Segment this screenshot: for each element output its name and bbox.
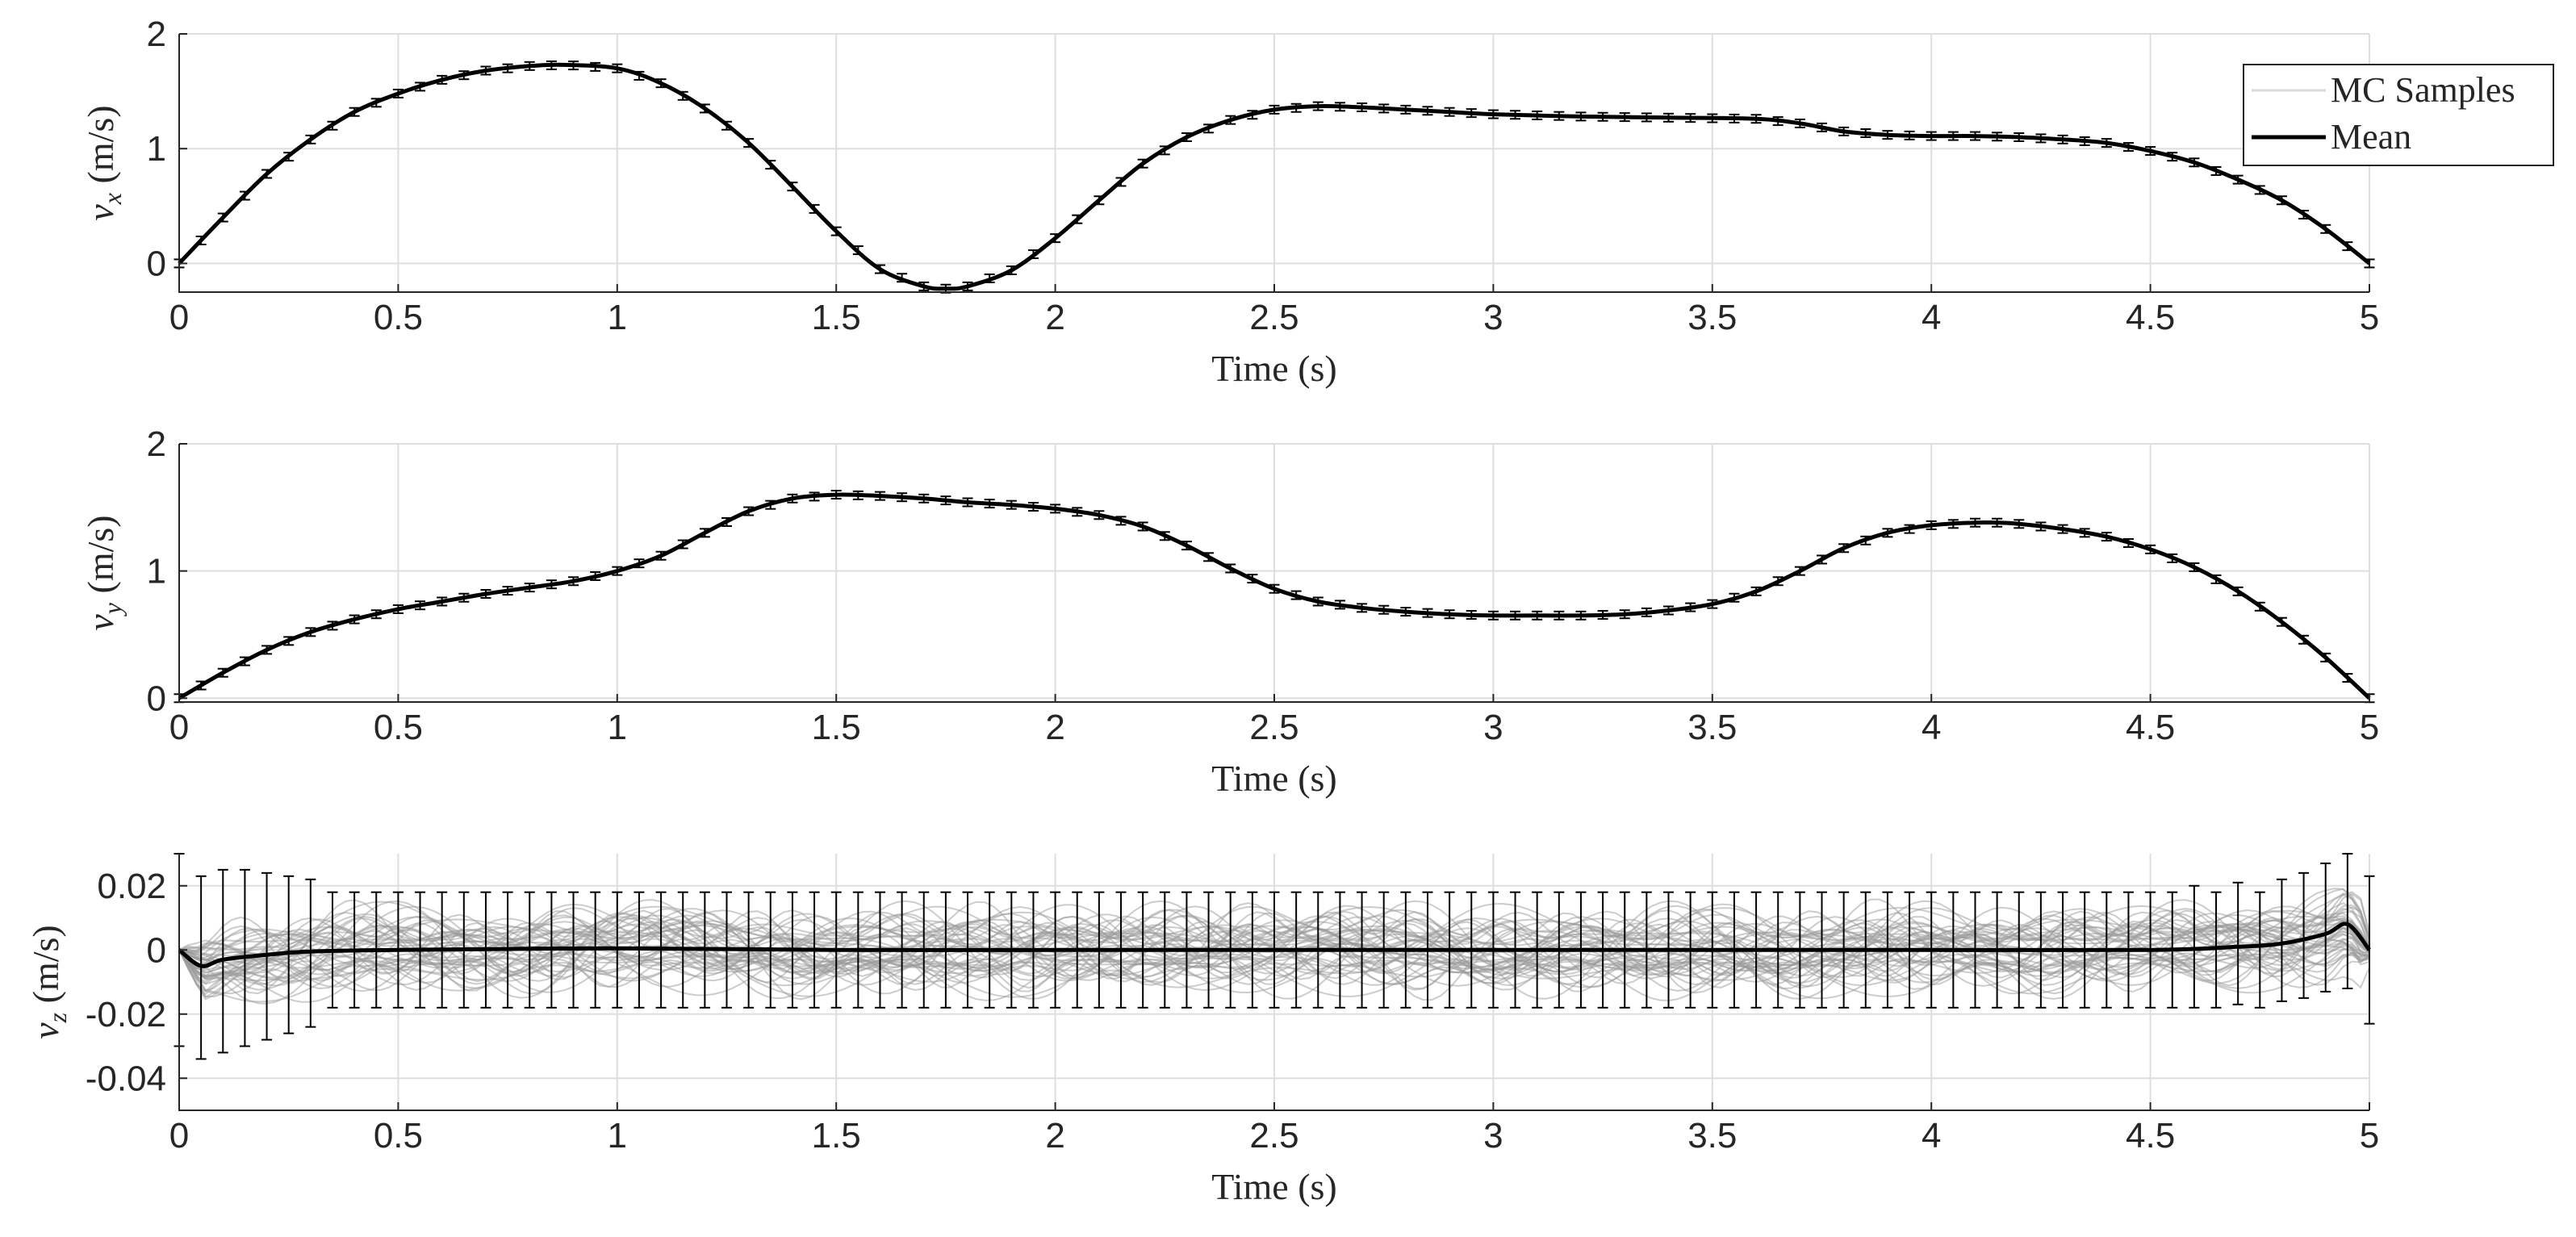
x-tick-label: 4.5 [2126,708,2175,747]
x-tick-label: 1 [608,298,627,337]
x-tick-label: 4 [1922,1116,1941,1156]
y-axis-label-symbol: v [25,1022,66,1039]
legend-box [2243,64,2554,166]
x-axis-label: Time (s) [1211,348,1337,389]
x-tick-label: 1.5 [812,298,861,337]
y-tick-label: 0 [147,679,166,718]
x-tick-label: 4 [1922,708,1941,747]
x-tick-label: 0.5 [374,1116,423,1156]
y-axis-label: vx (m/s) [80,105,127,220]
y-axis-label-symbol: v [80,614,121,631]
y-axis-label-unit: (m/s) [80,105,121,193]
x-tick-label: 1.5 [812,708,861,747]
x-tick-label: 0 [169,1116,189,1156]
x-tick-label: 0 [169,708,189,747]
x-tick-label: 5 [2360,708,2379,747]
legend-mc-samples-label: MC Samples [2331,70,2515,110]
x-tick-label: 0.5 [374,298,423,337]
x-axis-label: Time (s) [1211,758,1337,799]
y-tick-label: -0.04 [86,1059,166,1098]
x-tick-label: 3 [1483,298,1503,337]
mean-line [178,62,2371,291]
y-axis-label-unit: (m/s) [80,515,121,603]
y-axis-label: vz (m/s) [25,925,72,1038]
y-tick-label: 1 [147,129,166,169]
x-tick-label: 3.5 [1687,298,1737,337]
legend: MC Samples Mean [2243,64,2554,166]
vx-panel: 0 0.5 1 1.5 2 2.5 3 3.5 4 4.5 5 0 1 2 Time (s) vx (m/s) [80,15,2379,389]
y-tick-label: 1 [147,552,166,591]
vy-panel: 0 0.5 1 1.5 2 2.5 3 3.5 4 4.5 5 0 1 2 Time (s) vy (m/s) [80,424,2379,799]
vz-panel: 0 0.5 1 1.5 2 2.5 3 3.5 4 4.5 5 0.02 0 -0.02 -0.04 Time… [25,853,2379,1207]
x-tick-label: 2 [1045,1116,1064,1156]
x-tick-label: 1 [608,708,627,747]
x-tick-label: 2.5 [1249,708,1298,747]
y-tick-label: 0 [147,930,166,970]
x-tick-label: 2 [1045,298,1064,337]
x-tick-label: 3.5 [1687,1116,1737,1156]
x-tick-label: 2.5 [1249,1116,1298,1156]
y-tick-label: 2 [147,15,166,54]
y-tick-label: -0.02 [86,995,166,1034]
x-tick-label: 4.5 [2126,298,2175,337]
x-tick-label: 1 [608,1116,627,1156]
x-tick-label: 0.5 [374,708,423,747]
x-tick-label: 1.5 [812,1116,861,1156]
x-tick-label: 5 [2360,298,2379,337]
y-axis-label-symbol: v [80,204,121,221]
x-tick-label: 3 [1483,1116,1503,1156]
y-axis-label-subscript: x [98,193,127,205]
y-tick-label: 2 [147,424,166,464]
x-tick-label: 2.5 [1249,298,1298,337]
y-tick-label: 0.02 [97,867,166,906]
y-axis-label-subscript: z [43,1012,72,1023]
mean-line [178,492,2371,700]
x-tick-label: 4.5 [2126,1116,2175,1156]
x-tick-label: 3.5 [1687,708,1737,747]
x-tick-label: 0 [169,298,189,337]
y-axis-label-subscript: y [98,602,127,616]
y-axis-label-unit: (m/s) [25,925,66,1013]
mean-line [178,921,2371,968]
x-tick-label: 5 [2360,1116,2379,1156]
x-axis-label: Time (s) [1211,1166,1337,1207]
x-tick-label: 3 [1483,708,1503,747]
y-tick-label: 0 [147,244,166,283]
x-tick-label: 4 [1922,298,1941,337]
x-tick-label: 2 [1045,708,1064,747]
y-axis-label: vy (m/s) [80,515,127,630]
legend-mean-label: Mean [2331,117,2411,157]
